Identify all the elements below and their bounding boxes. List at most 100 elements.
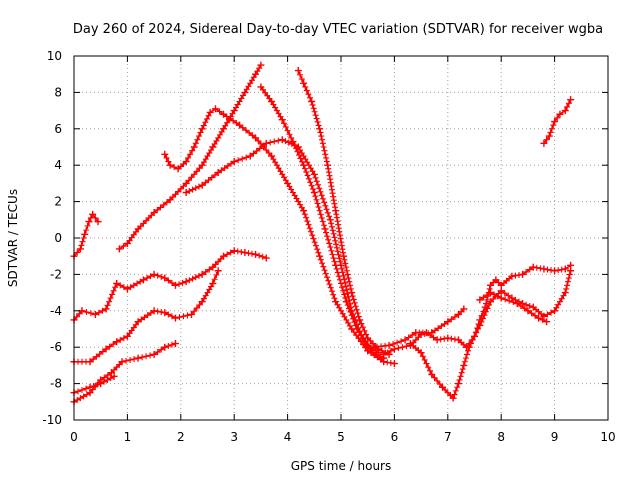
sample-marker: [327, 244, 334, 251]
axes: 0 1 2 3 4 5 6 7 8 9 10 -10 -8 -6 -4 -2 0 2 4 6 8 10: [42, 49, 615, 444]
x-tick-label: 8: [497, 430, 505, 444]
sample-marker: [510, 299, 517, 306]
sample-marker: [312, 242, 319, 249]
sample-marker: [165, 311, 172, 318]
sample-marker: [148, 212, 155, 219]
sample-marker: [348, 312, 355, 319]
sample-marker: [130, 282, 137, 289]
data-point: [321, 225, 329, 233]
sample-marker: [256, 252, 263, 259]
data-point: [278, 116, 286, 124]
sample-marker: [234, 101, 241, 108]
sample-marker: [341, 313, 348, 320]
sample-marker: [94, 381, 101, 388]
series-track-n: [476, 289, 551, 326]
sample-marker: [338, 242, 345, 249]
sample-marker: [405, 334, 412, 341]
data-point: [524, 307, 532, 315]
sample-marker: [454, 384, 461, 391]
sample-marker: [93, 353, 100, 360]
sample-marker: [169, 194, 176, 201]
sample-marker: [243, 86, 250, 93]
sample-marker: [176, 314, 183, 321]
sample-marker: [188, 174, 195, 181]
sample-marker: [285, 139, 292, 146]
sample-marker: [460, 341, 467, 348]
data-point: [182, 189, 190, 196]
sample-marker: [208, 283, 215, 290]
sample-marker: [456, 376, 463, 383]
sample-marker: [335, 225, 342, 232]
sample-marker: [324, 274, 331, 281]
series-line: [297, 69, 390, 356]
series-track-i: [70, 340, 179, 406]
sample-marker: [322, 270, 329, 277]
sample-marker: [238, 248, 245, 255]
sample-marker: [355, 313, 362, 320]
sample-marker: [185, 177, 192, 184]
series-track-o: [540, 96, 575, 147]
sample-marker: [451, 336, 458, 343]
sample-marker: [328, 220, 335, 227]
sample-marker: [236, 98, 243, 105]
sample-marker: [434, 377, 441, 384]
sample-marker: [165, 342, 172, 349]
sample-marker: [168, 279, 175, 286]
sample-marker: [202, 156, 209, 163]
sample-marker: [451, 391, 458, 398]
sample-marker: [200, 159, 207, 166]
sample-marker: [277, 168, 284, 175]
x-tick-label: 1: [124, 430, 132, 444]
sample-marker: [215, 258, 222, 265]
sample-marker: [138, 316, 145, 323]
sample-marker: [227, 160, 234, 167]
sample-marker: [421, 356, 428, 363]
sample-marker: [390, 341, 397, 348]
sample-marker: [353, 306, 360, 313]
sample-marker: [377, 353, 384, 360]
data-point: [161, 274, 169, 282]
data-point: [220, 110, 228, 118]
sample-marker: [186, 188, 193, 195]
x-tick-label: 9: [551, 430, 559, 444]
sample-marker: [526, 266, 533, 273]
data-point: [123, 285, 131, 293]
series-track-k: [380, 305, 468, 358]
sample-marker: [286, 183, 293, 190]
sample-marker: [367, 337, 374, 344]
sample-marker: [271, 138, 278, 145]
sample-marker: [246, 129, 253, 136]
sample-marker: [147, 273, 154, 280]
sample-marker: [117, 282, 124, 289]
sample-marker: [224, 162, 231, 169]
data-point: [324, 161, 332, 169]
sample-marker: [200, 122, 207, 129]
sample-marker: [73, 313, 80, 320]
sample-marker: [352, 303, 359, 310]
y-tick-label: 8: [54, 85, 62, 99]
sample-marker: [462, 355, 469, 362]
data-point: [171, 314, 179, 322]
sample-marker: [180, 183, 187, 190]
sample-marker: [347, 308, 354, 315]
sample-marker: [469, 336, 476, 343]
sample-marker: [387, 359, 394, 366]
data-point: [230, 158, 238, 166]
data-point: [444, 334, 452, 342]
data-point: [161, 309, 169, 317]
sample-marker: [343, 316, 350, 323]
sample-marker: [196, 165, 203, 172]
sample-marker: [282, 177, 289, 184]
sample-marker: [307, 94, 314, 101]
data-point: [543, 318, 551, 326]
sample-marker: [211, 172, 218, 179]
sample-marker: [553, 304, 560, 311]
sample-marker: [255, 137, 262, 144]
sample-marker: [341, 256, 348, 263]
sample-marker: [75, 388, 82, 395]
sample-marker: [282, 138, 289, 145]
sample-marker: [143, 217, 150, 224]
sample-marker: [315, 122, 322, 129]
sample-marker: [224, 251, 231, 258]
sample-marker: [254, 68, 261, 75]
